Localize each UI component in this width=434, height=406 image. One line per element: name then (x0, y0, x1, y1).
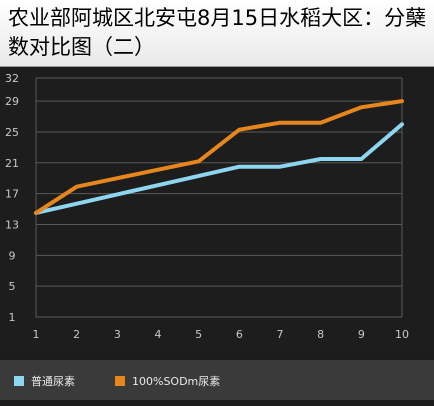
legend-item-series-2[interactable]: 100%SODm尿素 (115, 373, 220, 389)
x-tick-label: 9 (358, 328, 365, 341)
x-tick-label: 3 (114, 328, 121, 341)
x-tick-label: 2 (73, 328, 80, 341)
legend-label-series-2: 100%SODm尿素 (132, 375, 221, 388)
x-tick-label: 4 (155, 328, 162, 341)
y-tick-label: 25 (5, 126, 19, 139)
legend-label-series-1: 普通尿素 (31, 375, 75, 388)
plot-background (0, 67, 434, 348)
line-chart: 32 29 25 21 17 13 9 5 1 1 2 3 4 5 6 7 8 9 10 (5, 72, 410, 341)
series-line-1 (34, 122, 404, 215)
y-tick-label: 13 (5, 218, 19, 231)
y-tick-label: 32 (5, 72, 19, 85)
y-tick-label: 21 (5, 157, 19, 170)
y-tick-label: 1 (9, 311, 16, 324)
legend-swatch-series-1 (14, 376, 24, 386)
y-tick-label: 17 (5, 188, 19, 201)
y-tick-label: 5 (9, 280, 16, 293)
x-tick-label: 7 (277, 328, 284, 341)
chart-title: 农业部阿城区北安屯8月15日水稻大区：分蘖数对比图（二） (8, 6, 427, 59)
y-tick-label: 29 (5, 95, 19, 108)
y-axis-tick-labels: 32 29 25 21 17 13 9 5 1 (5, 72, 19, 324)
x-tick-label: 5 (195, 328, 202, 341)
x-tick-label: 1 (33, 328, 40, 341)
legend: 普通尿素 100%SODm尿素 (0, 360, 434, 400)
y-tick-label: 9 (9, 249, 16, 262)
title-area: 农业部阿城区北安屯8月15日水稻大区：分蘖数对比图（二） (0, 0, 434, 67)
series-line-2 (34, 99, 404, 215)
grid-layer (35, 77, 403, 318)
series-layer (34, 99, 404, 215)
x-tick-label: 6 (236, 328, 243, 341)
x-axis-tick-labels: 1 2 3 4 5 6 7 8 9 10 (33, 328, 410, 341)
legend-swatch-series-2 (115, 376, 125, 386)
legend-item-series-1[interactable]: 普通尿素 (14, 373, 75, 389)
x-tick-label: 8 (317, 328, 324, 341)
x-tick-label: 10 (395, 328, 409, 341)
